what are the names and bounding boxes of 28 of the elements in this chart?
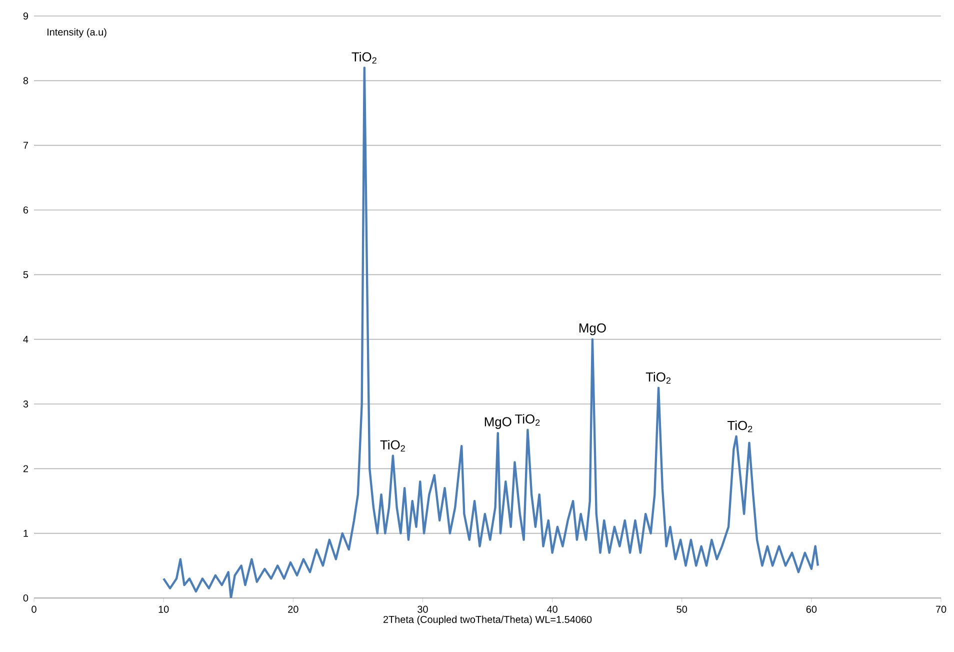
x-tick-label: 60	[806, 606, 817, 613]
annotation: TiO$_{2}$	[728, 420, 752, 432]
annotation: TiO$_{2}$	[380, 440, 405, 452]
y-tick-label: 4	[23, 336, 28, 343]
x-tick-label: 40	[546, 606, 558, 613]
y-tick-label: 3	[23, 400, 28, 408]
x-tick-label: 50	[676, 606, 688, 613]
y-tick-label: 2	[23, 465, 28, 472]
y-tick-label: 9	[23, 12, 28, 20]
y-tick-label: 7	[23, 142, 28, 149]
x-tick-label: 30	[418, 606, 428, 613]
y-tick-label: 5	[23, 271, 28, 278]
annotation: TiO$_{2}$	[646, 372, 671, 384]
x-tick-label: 20	[288, 606, 298, 613]
x-tick-label: 10	[158, 606, 169, 613]
annotation: MgO	[484, 417, 512, 429]
y-tick-label: 8	[23, 77, 28, 84]
y-tick-label: 1	[24, 530, 28, 537]
y-axis-title: Intensity (a.u)	[48, 28, 106, 38]
x-tick-label: 0	[32, 606, 36, 613]
line-series	[162, 66, 820, 598]
x-axis-title: 2Theta (Coupled twoTheta/Theta) WL=1.54060	[383, 616, 592, 625]
y-tick-label: 6	[23, 206, 28, 214]
x-tick-label: 70	[936, 606, 946, 613]
annotation: TiO$_{2}$	[352, 52, 376, 64]
annotation: TiO$_{2}$	[515, 414, 540, 426]
y-tick-label: 0	[23, 594, 28, 602]
annotation: MgO	[579, 323, 606, 336]
